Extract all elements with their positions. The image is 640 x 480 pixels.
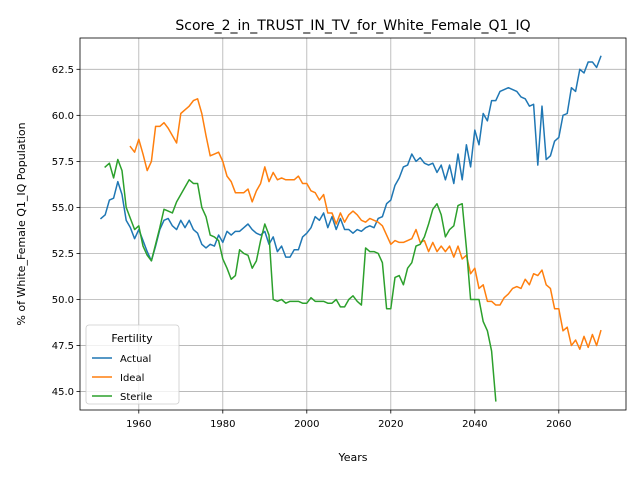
x-tick-label: 2060 — [546, 419, 571, 430]
x-tick-label: 1960 — [126, 419, 151, 430]
y-tick-label: 57.5 — [52, 157, 74, 168]
legend-items: Actual Ideal Sterile — [92, 354, 152, 403]
x-tick-label: 2020 — [378, 419, 403, 430]
y-tick-label: 60.0 — [52, 111, 74, 122]
x-axis-label: Years — [337, 451, 367, 464]
legend: Fertility Actual Ideal Sterile — [85, 324, 180, 405]
y-tick-label: 45.0 — [52, 387, 74, 398]
series-line-actual — [99, 55, 602, 262]
x-tick-label: 1980 — [210, 419, 235, 430]
series-line-sterile — [104, 158, 497, 402]
y-tick-label: 50.0 — [52, 295, 74, 306]
series-line-ideal — [129, 98, 602, 350]
legend-box — [85, 324, 180, 405]
grid-lines — [80, 38, 626, 410]
legend-label-sterile: Sterile — [120, 392, 152, 403]
legend-title: Fertility — [111, 332, 153, 345]
chart-title: Score_2_in_TRUST_IN_TV_for_White_Female_… — [175, 18, 530, 34]
y-tick-label: 47.5 — [52, 341, 74, 352]
y-tick-label: 52.5 — [52, 249, 74, 260]
legend-label-ideal: Ideal — [120, 373, 144, 384]
x-tick-label: 2040 — [462, 419, 487, 430]
series-lines — [99, 55, 602, 402]
y-axis-label: % of White_Female Q1_IQ Population — [15, 122, 28, 325]
y-tick-label: 62.5 — [52, 65, 74, 76]
x-axis-ticks: 1960 1980 2000 2020 2040 2060 — [126, 410, 572, 430]
x-tick-label: 2000 — [294, 419, 319, 430]
plot-frame — [79, 37, 627, 411]
y-axis-ticks: 45.0 47.5 50.0 52.5 55.0 57.5 60.0 62.5 — [52, 65, 80, 398]
legend-label-actual: Actual — [120, 354, 151, 365]
y-tick-label: 55.0 — [52, 203, 74, 214]
